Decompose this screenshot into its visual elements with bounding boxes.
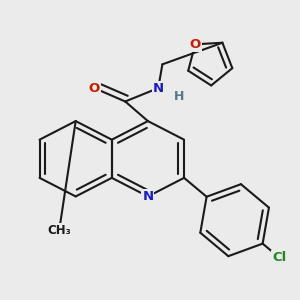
Text: Cl: Cl (272, 251, 286, 264)
Text: O: O (190, 38, 201, 51)
Text: H: H (174, 90, 184, 103)
Text: O: O (88, 82, 100, 94)
Text: N: N (142, 190, 154, 203)
Text: N: N (153, 82, 164, 94)
Text: CH₃: CH₃ (47, 224, 71, 237)
